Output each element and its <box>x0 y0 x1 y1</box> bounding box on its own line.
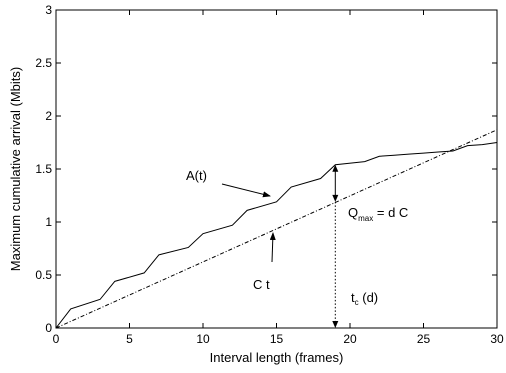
q-max-label-sub: max <box>358 214 373 223</box>
q-max-label-rest: = d C <box>373 205 408 220</box>
tc-label-sub: c <box>355 298 359 307</box>
series-line-at <box>55 142 498 329</box>
x-tick-label: 20 <box>343 332 357 346</box>
y-tick-label: 1.5 <box>35 162 52 176</box>
x-tick-label: 25 <box>417 332 431 346</box>
plot-frame <box>55 9 498 329</box>
x-axis-ticks: 0 5 10 15 20 25 30 <box>53 10 504 346</box>
tc-marker-arrow-head <box>332 321 339 328</box>
x-tick-label: 0 <box>53 332 60 346</box>
q-max-label: Qmax = d C <box>348 205 408 223</box>
y-tick-label: 2.5 <box>35 56 52 70</box>
x-tick-label: 10 <box>196 332 210 346</box>
series-layer <box>55 129 498 329</box>
a-label-arrow <box>221 183 271 198</box>
c-series-label: C t <box>253 277 270 292</box>
series-line-ct <box>55 129 498 329</box>
q-max-arrow-head-bottom <box>332 194 339 202</box>
c-label-arrow <box>269 232 276 263</box>
y-axis-title: Maximum cumulative arrival (Mbits) <box>8 67 23 271</box>
a-series-label: A(t) <box>186 168 207 183</box>
y-tick-label: 3 <box>45 3 52 17</box>
x-tick-label: 15 <box>270 332 284 346</box>
y-tick-label: 1 <box>45 215 52 229</box>
x-tick-label: 5 <box>126 332 133 346</box>
tc-label: tc (d) <box>351 290 378 307</box>
tc-label-main: t <box>351 290 355 305</box>
y-tick-label: 0.5 <box>35 268 52 282</box>
q-max-arrow-head-top <box>332 164 339 172</box>
x-axis-title: Interval length (frames) <box>210 350 344 365</box>
y-tick-label: 0 <box>45 321 52 335</box>
x-tick-label: 30 <box>490 332 504 346</box>
q-max-label-main: Q <box>348 205 358 220</box>
y-axis-ticks: 0 0.5 1 1.5 2 2.5 3 <box>35 3 497 335</box>
y-tick-label: 2 <box>45 109 52 123</box>
tc-label-rest: (d) <box>359 290 379 305</box>
